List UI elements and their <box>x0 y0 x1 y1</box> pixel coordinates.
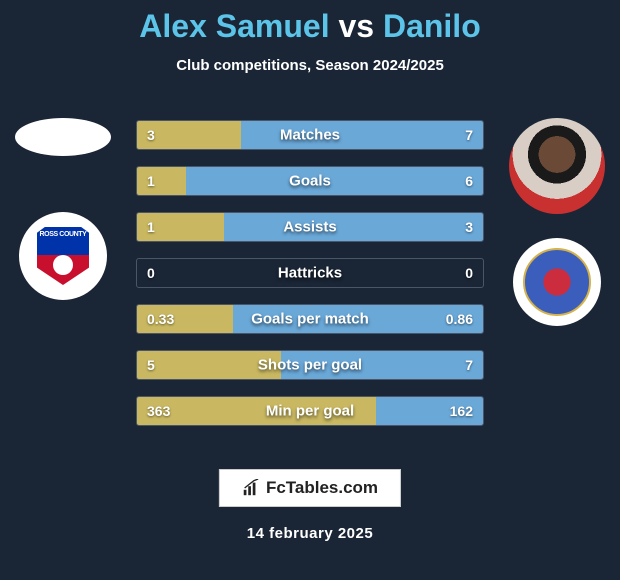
stat-label: Matches <box>280 127 340 144</box>
vs-text: vs <box>338 8 374 44</box>
player2-avatar <box>509 118 605 214</box>
bar-right-fill <box>186 167 483 195</box>
stat-left-value: 0.33 <box>147 311 174 327</box>
bar-right-fill <box>241 121 483 149</box>
brand-chart-icon <box>242 479 260 497</box>
rangers-badge-icon <box>523 248 591 316</box>
footer: FcTables.com 14 february 2025 <box>219 469 401 542</box>
stat-label: Shots per goal <box>258 357 362 374</box>
left-column: ROSS COUNTY <box>8 118 118 300</box>
player1-avatar <box>15 118 111 156</box>
stat-row: 363 162 Min per goal <box>136 396 484 426</box>
stat-right-value: 0.86 <box>446 311 473 327</box>
stat-left-value: 1 <box>147 173 155 189</box>
bar-right-fill <box>224 213 484 241</box>
stat-right-value: 3 <box>465 219 473 235</box>
bar-left-fill <box>137 167 186 195</box>
stat-right-value: 162 <box>450 403 473 419</box>
stat-label: Assists <box>283 219 336 236</box>
brand-box: FcTables.com <box>219 469 401 507</box>
right-column <box>502 118 612 326</box>
player1-name: Alex Samuel <box>139 8 329 44</box>
stat-right-value: 6 <box>465 173 473 189</box>
stat-row: 5 7 Shots per goal <box>136 350 484 380</box>
player2-avatar-wrap <box>502 118 612 214</box>
stat-right-value: 7 <box>465 127 473 143</box>
stat-left-value: 3 <box>147 127 155 143</box>
stat-right-value: 7 <box>465 357 473 373</box>
shield-text: ROSS COUNTY <box>37 231 89 238</box>
stat-row: 1 6 Goals <box>136 166 484 196</box>
stat-left-value: 1 <box>147 219 155 235</box>
stat-left-value: 363 <box>147 403 170 419</box>
stat-left-value: 0 <box>147 265 155 281</box>
player1-club-badge: ROSS COUNTY <box>19 212 107 300</box>
page-title: Alex Samuel vs Danilo <box>0 8 620 45</box>
stat-row: 1 3 Assists <box>136 212 484 242</box>
header: Alex Samuel vs Danilo Club competitions,… <box>0 0 620 74</box>
player2-club-badge <box>513 238 601 326</box>
ross-county-shield-icon: ROSS COUNTY <box>37 227 89 285</box>
stat-right-value: 0 <box>465 265 473 281</box>
stat-label: Min per goal <box>266 403 354 420</box>
stat-row: 3 7 Matches <box>136 120 484 150</box>
stat-row: 0 0 Hattricks <box>136 258 484 288</box>
stat-label: Goals <box>289 173 331 190</box>
stat-left-value: 5 <box>147 357 155 373</box>
player2-name: Danilo <box>383 8 481 44</box>
brand-text: FcTables.com <box>266 478 378 498</box>
stats-bars: 3 7 Matches 1 6 Goals 1 3 Assists 0 0 Hattricks 0.33… <box>136 120 484 442</box>
subtitle: Club competitions, Season 2024/2025 <box>0 57 620 74</box>
player1-avatar-wrap <box>8 118 118 156</box>
stat-label: Hattricks <box>278 265 342 282</box>
stat-row: 0.33 0.86 Goals per match <box>136 304 484 334</box>
stat-label: Goals per match <box>251 311 369 328</box>
footer-date: 14 february 2025 <box>219 525 401 542</box>
